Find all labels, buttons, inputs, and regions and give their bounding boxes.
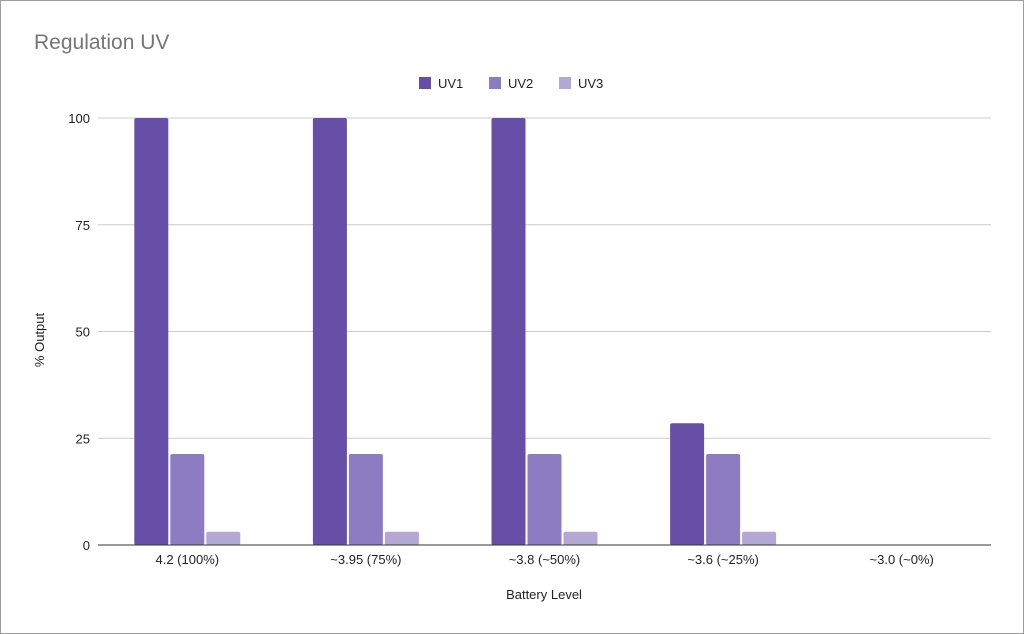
gridlines xyxy=(98,117,991,439)
y-tick-label: 0 xyxy=(83,538,90,553)
bar-uv3 xyxy=(742,531,777,545)
bars xyxy=(134,118,777,545)
legend-label-uv1: UV1 xyxy=(438,76,463,91)
y-tick-label: 75 xyxy=(76,218,90,233)
bar-uv2 xyxy=(348,454,383,545)
legend-label-uv2: UV2 xyxy=(508,76,533,91)
legend-label-uv3: UV3 xyxy=(578,76,603,91)
bar-uv3 xyxy=(206,531,241,545)
legend-swatch-uv2 xyxy=(489,77,501,89)
y-tick-label: 50 xyxy=(76,325,90,340)
bar-uv1 xyxy=(312,118,347,545)
y-axis-ticks: 0 25 50 75 100 xyxy=(68,111,90,553)
bar-uv1 xyxy=(670,423,705,545)
bar-uv3 xyxy=(384,531,419,545)
bar-uv2 xyxy=(706,454,741,545)
x-axis-ticks: 4.2 (100%) ~3.95 (75%) ~3.8 (~50%) ~3.6 (~2… xyxy=(156,552,934,567)
bar-uv1 xyxy=(491,118,526,545)
bar-uv2 xyxy=(170,454,205,545)
x-tick-label: 4.2 (100%) xyxy=(156,552,220,567)
x-tick-label: ~3.95 (75%) xyxy=(330,552,401,567)
bar-uv3 xyxy=(563,531,598,545)
legend: UV1 UV2 UV3 xyxy=(419,76,603,91)
chart-title: Regulation UV xyxy=(34,31,170,54)
y-tick-label: 100 xyxy=(68,111,90,126)
bar-uv2 xyxy=(527,454,562,545)
bar-uv1 xyxy=(134,118,169,545)
y-tick-label: 25 xyxy=(76,431,90,446)
legend-swatch-uv1 xyxy=(419,77,431,89)
x-tick-label: ~3.6 (~25%) xyxy=(687,552,759,567)
y-axis-title: % Output xyxy=(32,313,47,368)
legend-swatch-uv3 xyxy=(559,77,571,89)
x-tick-label: ~3.8 (~50%) xyxy=(509,552,581,567)
x-tick-label: ~3.0 (~0%) xyxy=(870,552,934,567)
x-axis-title: Battery Level xyxy=(506,587,582,602)
